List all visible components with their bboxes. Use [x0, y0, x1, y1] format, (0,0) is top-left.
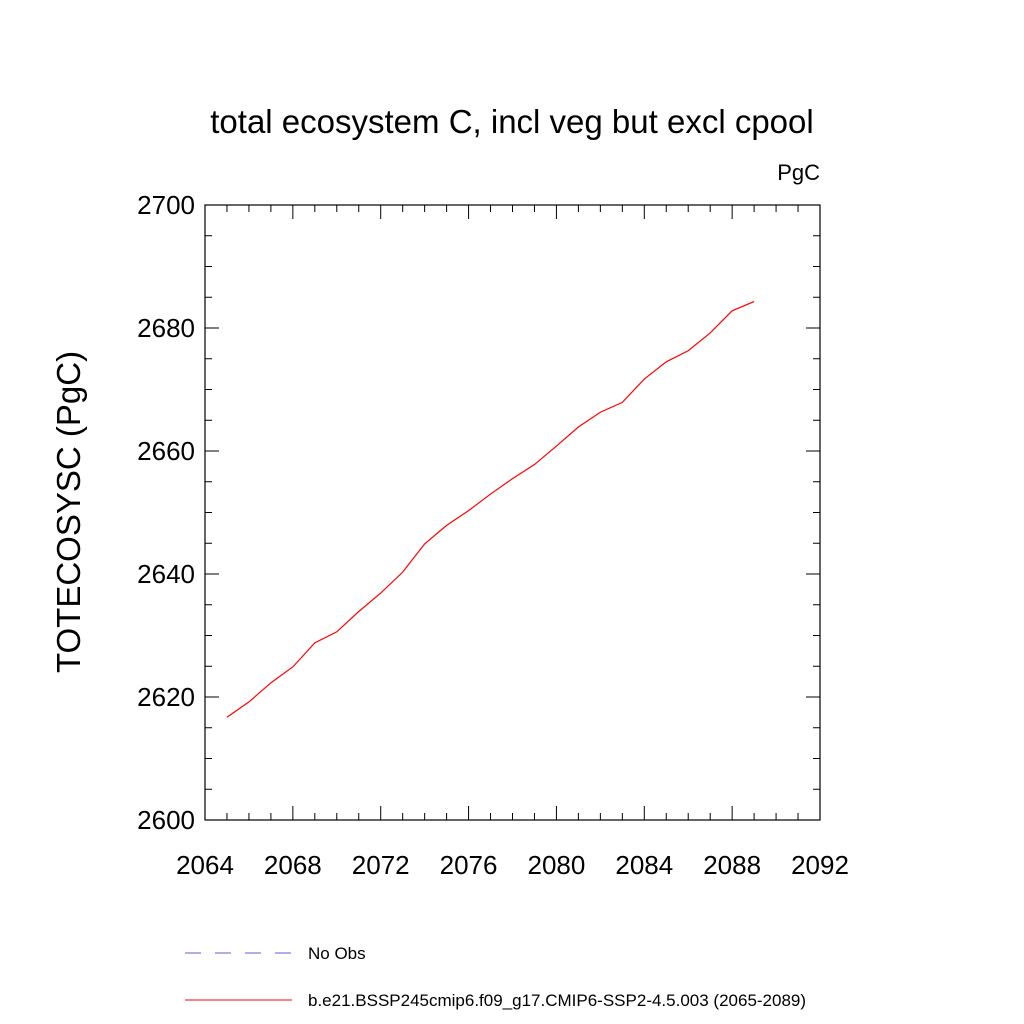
y-tick-label: 2640: [137, 559, 195, 589]
chart-title: total ecosystem C, incl veg but excl cpo…: [210, 103, 813, 140]
legend: No Obs b.e21.BSSP245cmip6.f09_g17.CMIP6-S…: [185, 944, 806, 1010]
series-line-1: [226, 300, 755, 718]
legend-label-1: b.e21.BSSP245cmip6.f09_g17.CMIP6-SSP2-4.…: [308, 991, 806, 1010]
x-tick-label: 2088: [703, 850, 761, 880]
plot-frame: [204, 204, 821, 821]
legend-label-0: No Obs: [308, 944, 366, 963]
y-tick-label: 2700: [137, 190, 195, 220]
y-tick-label: 2680: [137, 313, 195, 343]
plot-axes: [204, 204, 821, 821]
y-axis-label: TOTECOSYSC (PgC): [50, 351, 87, 673]
x-tick-label: 2084: [615, 850, 673, 880]
y-tick-label: 2600: [137, 805, 195, 835]
x-tick-label: 2072: [352, 850, 410, 880]
x-tick-label: 2064: [176, 850, 234, 880]
x-tick-label: 2068: [264, 850, 322, 880]
units-label: PgC: [777, 160, 820, 185]
x-tick-label: 2076: [440, 850, 498, 880]
y-tick-label: 2660: [137, 436, 195, 466]
y-tick-label: 2620: [137, 682, 195, 712]
x-axis-ticks: 2064 2068 2072 2076 2080 2084 2088 2092: [176, 205, 849, 880]
x-tick-label: 2080: [528, 850, 586, 880]
y-axis-ticks: 2600 2620 2640 2660 2680 2700: [137, 190, 820, 835]
x-tick-label: 2092: [791, 850, 849, 880]
series-layer: [226, 300, 755, 718]
